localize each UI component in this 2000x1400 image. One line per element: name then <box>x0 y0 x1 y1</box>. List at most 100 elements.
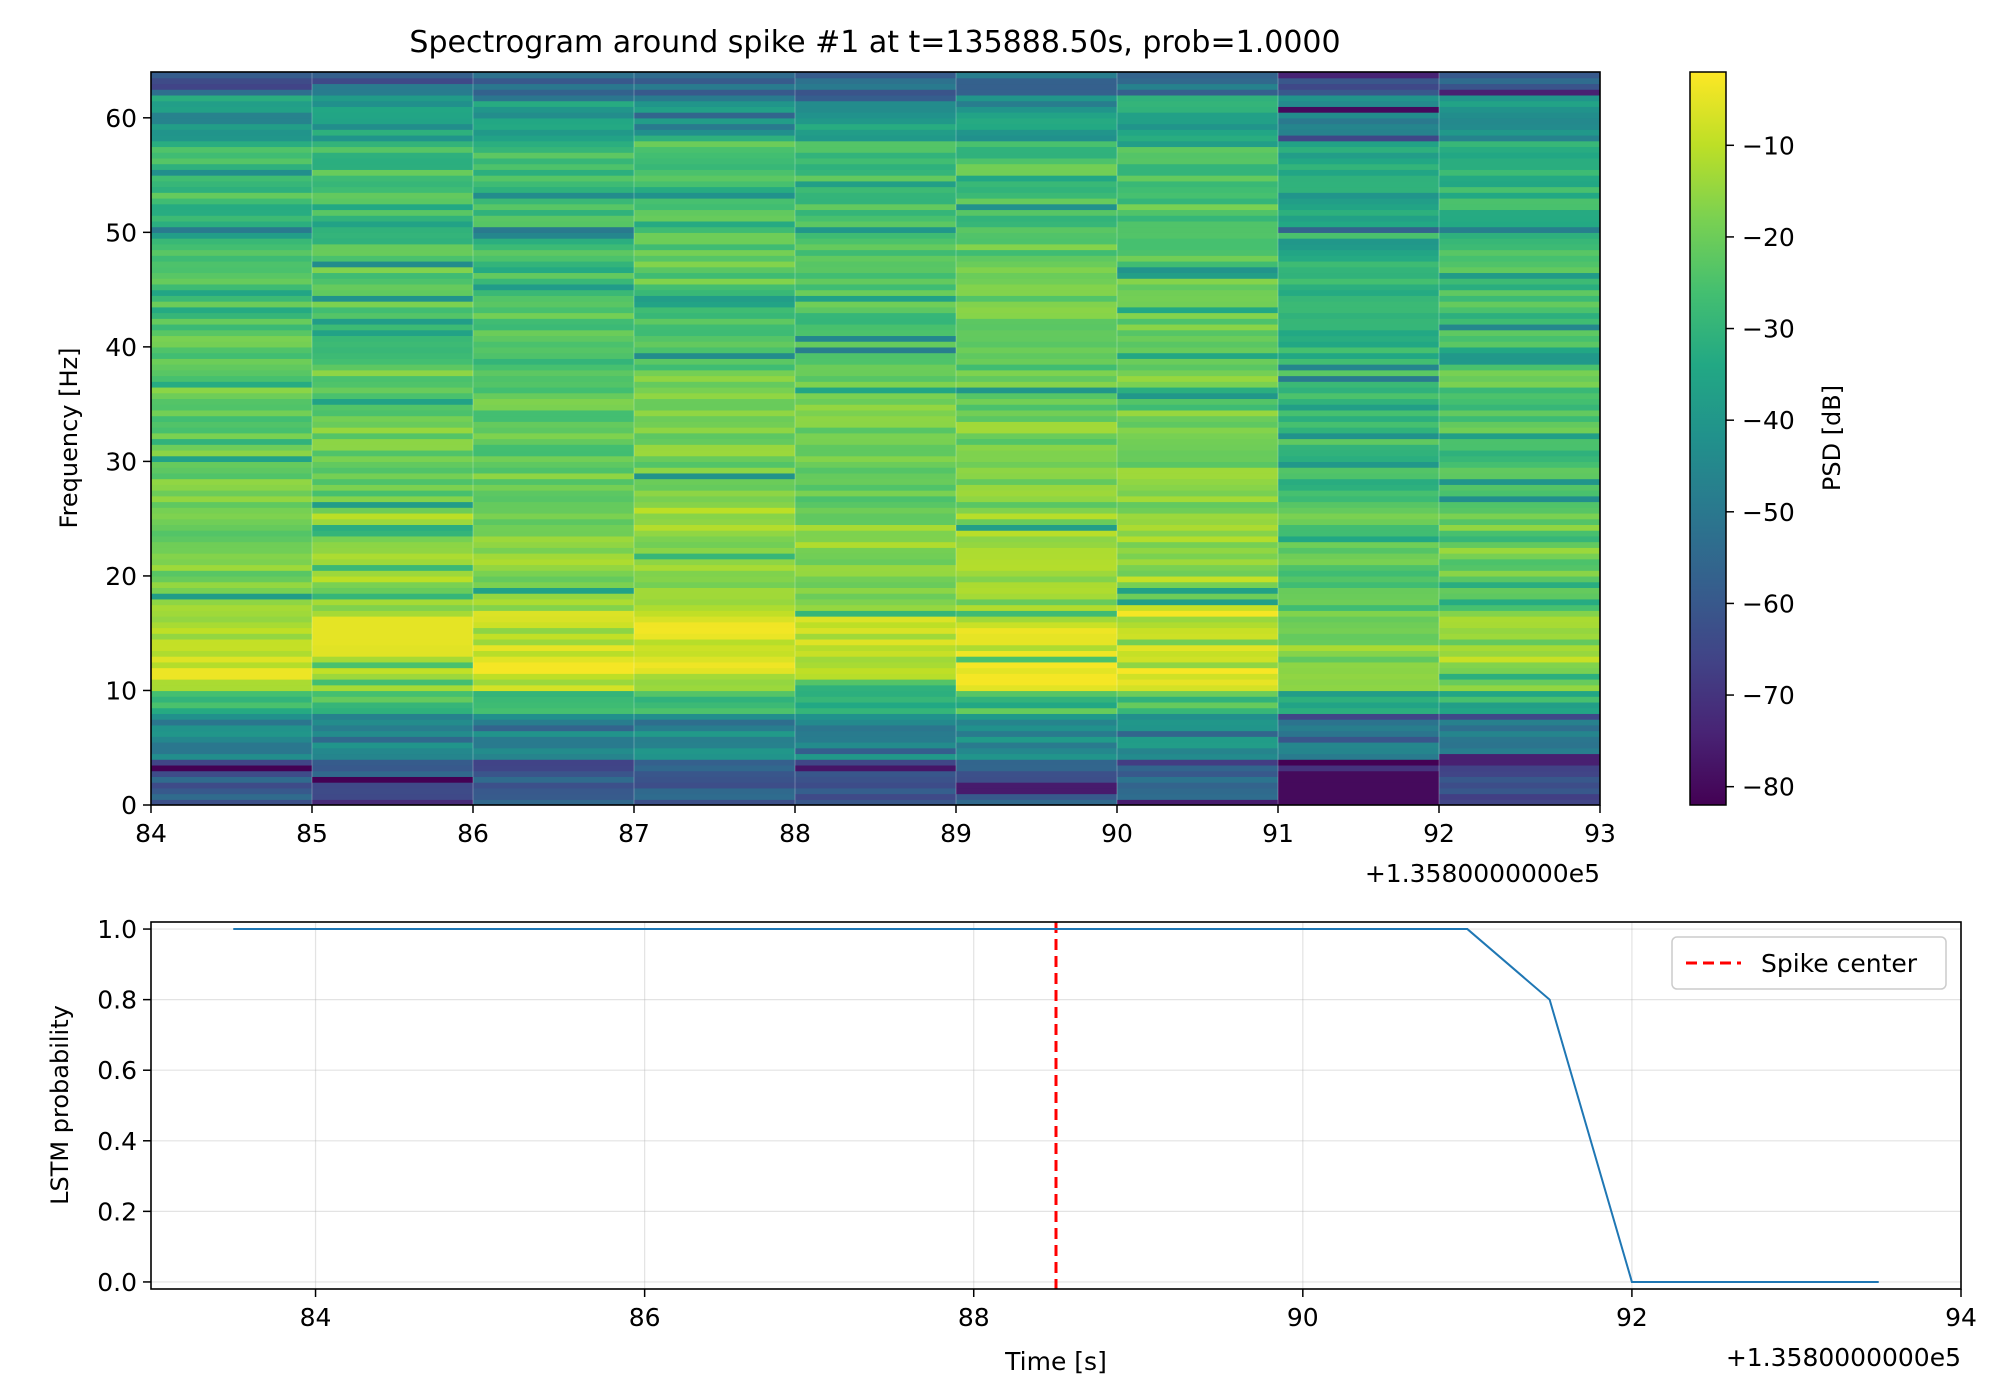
spectrogram-cell <box>473 83 635 90</box>
spectrogram-cell <box>1278 604 1440 611</box>
spectrogram-cell <box>1117 295 1279 302</box>
spectrogram-cell <box>473 381 635 388</box>
spectrogram-cell <box>634 501 796 508</box>
spectrogram-cell <box>956 129 1118 136</box>
spectrogram-cell <box>1439 793 1600 800</box>
spectrogram-cell <box>634 341 796 348</box>
spectrogram-x-tick-label: 89 <box>940 819 972 848</box>
spectrogram-cell <box>151 392 313 400</box>
spectrogram-x-tick-label: 90 <box>1101 819 1133 848</box>
spectrogram-cell <box>312 323 474 331</box>
spectrogram-cell <box>634 266 796 274</box>
spectrogram-cell <box>795 684 957 692</box>
spectrogram-cell <box>1117 318 1279 325</box>
colorbar-tick-label: −40 <box>1742 406 1795 435</box>
spectrogram-cell <box>151 386 313 394</box>
spectrogram-cell <box>1117 650 1279 657</box>
spectrogram-cell <box>795 381 957 388</box>
spectrogram-cell <box>795 369 957 377</box>
spectrogram-cell <box>1117 736 1279 743</box>
spectrogram-cell <box>795 289 957 296</box>
spectrogram-cell <box>1278 547 1440 554</box>
spectrogram-cell <box>634 684 796 692</box>
spectrogram-cell <box>1278 736 1440 743</box>
spectrogram-cell <box>473 604 635 611</box>
spectrogram-cell <box>1278 243 1440 251</box>
spectrogram-cell <box>473 478 635 485</box>
spectrogram-cell <box>1439 593 1600 600</box>
spectrogram-cell <box>312 409 474 417</box>
spectrogram-cell <box>1439 283 1600 291</box>
spectrogram-cell <box>956 461 1118 468</box>
spectrogram-cell <box>956 140 1118 148</box>
spectrogram-cell <box>634 146 796 153</box>
spectrogram-cell <box>1439 478 1600 485</box>
spectrogram-cell <box>312 799 474 805</box>
spectrogram-cell <box>312 610 474 617</box>
spectrogram-cell <box>1117 598 1279 606</box>
spectrogram-cell <box>956 432 1118 440</box>
spectrogram-cell <box>1439 719 1600 726</box>
spectrogram-cell <box>151 369 313 377</box>
spectrogram-cell <box>956 404 1118 411</box>
spectrogram-cell <box>1439 507 1600 514</box>
spectrogram-cell <box>1439 484 1600 491</box>
spectrogram-cell <box>1278 381 1440 388</box>
spectrogram-cell <box>956 518 1118 525</box>
spectrogram-cell <box>634 186 796 193</box>
spectrogram-cell <box>956 736 1118 743</box>
spectrogram-cell <box>473 197 635 205</box>
spectrogram-cell <box>795 358 957 365</box>
spectrogram-cell <box>795 192 957 199</box>
spectrogram-cell <box>151 352 313 359</box>
spectrogram-cell <box>634 707 796 714</box>
spectrogram-cell <box>956 490 1118 497</box>
spectrogram-cell <box>151 759 313 766</box>
spectrogram-cell <box>1117 673 1279 680</box>
spectrogram-cell <box>473 157 635 165</box>
spectrogram-cell <box>795 106 957 113</box>
spectrogram-cell <box>1117 701 1279 709</box>
spectrogram-cell <box>634 175 796 182</box>
spectrogram-cell <box>312 220 474 228</box>
spectrogram-cell <box>312 684 474 692</box>
spectrogram-cell <box>312 123 474 130</box>
spectrogram-cell <box>312 690 474 697</box>
spectrogram-cell <box>1439 112 1600 119</box>
spectrogram-cell <box>1117 501 1279 508</box>
spectrogram-cell <box>1439 679 1600 686</box>
spectrogram-cell <box>1278 776 1440 783</box>
spectrogram-cell <box>1278 226 1440 233</box>
spectrogram-cell <box>634 283 796 291</box>
spectrogram-cell <box>473 278 635 285</box>
spectrogram-cell <box>1278 432 1440 440</box>
spectrogram-cell <box>1439 570 1600 577</box>
spectrogram-cell <box>312 616 474 623</box>
spectrogram-cell <box>956 203 1118 211</box>
spectrogram-cell <box>473 684 635 692</box>
spectrogram-cell <box>1278 770 1440 777</box>
spectrogram-cell <box>956 604 1118 611</box>
spectrogram-cell <box>956 341 1118 348</box>
spectrogram-cell <box>956 220 1118 228</box>
spectrogram-cell <box>1439 610 1600 617</box>
spectrogram-cell <box>312 157 474 165</box>
spectrogram-cell <box>1117 616 1279 623</box>
spectrogram-cell <box>795 627 957 634</box>
spectrogram-cell <box>956 719 1118 726</box>
spectrogram-cell <box>1278 112 1440 119</box>
spectrogram-cell <box>1439 598 1600 606</box>
spectrogram-cell <box>151 461 313 468</box>
spectrogram-plot-frame <box>150 71 1601 806</box>
spectrogram-cell <box>312 719 474 726</box>
spectrogram-cell <box>956 764 1118 772</box>
spectrogram-cell <box>473 736 635 743</box>
spectrogram-cell <box>795 72 957 79</box>
probability-x-ticks: 84 86 88 90 92 94 <box>300 1289 1977 1332</box>
spectrogram-cell <box>151 192 313 199</box>
spectrogram-cell <box>473 598 635 606</box>
spectrogram-cell <box>1117 129 1279 136</box>
spectrogram-cell <box>634 478 796 485</box>
spectrogram-cell <box>1278 610 1440 617</box>
spectrogram-cell <box>956 352 1118 359</box>
